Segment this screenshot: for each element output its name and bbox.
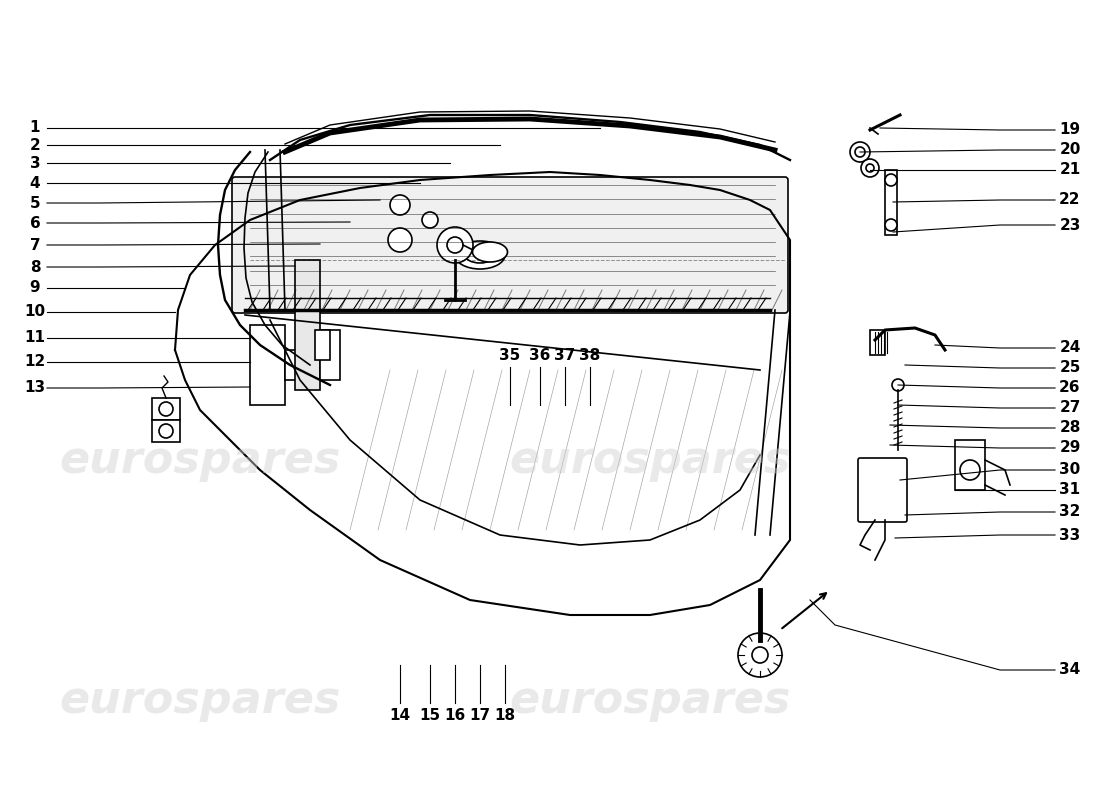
Text: 8: 8 [30,259,41,274]
Circle shape [861,159,879,177]
Circle shape [738,633,782,677]
Bar [295,260,320,390]
Text: 21: 21 [1059,162,1080,178]
Text: 15: 15 [419,707,441,722]
Circle shape [160,424,173,438]
Text: eurospares: eurospares [59,438,341,482]
Circle shape [886,174,896,186]
Text: 26: 26 [1059,381,1080,395]
Text: 13: 13 [24,381,45,395]
Text: 25: 25 [1059,361,1080,375]
Text: 24: 24 [1059,341,1080,355]
Circle shape [866,164,874,172]
Text: 12: 12 [24,354,45,370]
Text: 18: 18 [494,707,516,722]
Bar [315,330,330,360]
Bar [285,350,303,380]
Bar [320,330,340,380]
Text: 17: 17 [470,707,491,722]
Text: 29: 29 [1059,441,1080,455]
Ellipse shape [455,241,505,269]
Text: 6: 6 [30,215,41,230]
Text: 38: 38 [580,347,601,362]
Text: 28: 28 [1059,421,1080,435]
Text: 20: 20 [1059,142,1080,158]
Circle shape [437,227,473,263]
Bar [152,398,180,420]
Text: 10: 10 [24,305,45,319]
Bar [250,325,285,405]
Text: 32: 32 [1059,505,1080,519]
Text: 14: 14 [389,707,410,722]
Text: 16: 16 [444,707,465,722]
Circle shape [892,379,904,391]
Text: 5: 5 [30,195,41,210]
Circle shape [390,195,410,215]
Circle shape [752,647,768,663]
FancyBboxPatch shape [232,177,788,313]
Text: 31: 31 [1059,482,1080,498]
Text: 36: 36 [529,347,551,362]
Ellipse shape [465,247,495,263]
Bar [886,170,896,235]
Text: 35: 35 [499,347,520,362]
Circle shape [960,460,980,480]
Circle shape [160,402,173,416]
Text: eurospares: eurospares [509,438,791,482]
Bar [870,330,886,355]
Circle shape [850,142,870,162]
Circle shape [388,228,412,252]
Text: 33: 33 [1059,527,1080,542]
Text: 30: 30 [1059,462,1080,478]
Text: 3: 3 [30,155,41,170]
Text: 7: 7 [30,238,41,253]
Circle shape [886,219,896,231]
Text: eurospares: eurospares [59,678,341,722]
Text: 19: 19 [1059,122,1080,138]
FancyBboxPatch shape [858,458,907,522]
Text: 2: 2 [30,138,41,153]
Text: 4: 4 [30,175,41,190]
Text: 1: 1 [30,121,41,135]
Circle shape [422,212,438,228]
Circle shape [447,237,463,253]
Text: 22: 22 [1059,193,1080,207]
Bar [152,420,180,442]
Ellipse shape [473,242,507,262]
Text: 23: 23 [1059,218,1080,233]
Text: 34: 34 [1059,662,1080,678]
Text: 11: 11 [24,330,45,346]
Text: 37: 37 [554,347,575,362]
Circle shape [855,147,865,157]
Bar [955,440,984,490]
Text: 27: 27 [1059,401,1080,415]
Text: eurospares: eurospares [509,678,791,722]
Text: 9: 9 [30,281,41,295]
